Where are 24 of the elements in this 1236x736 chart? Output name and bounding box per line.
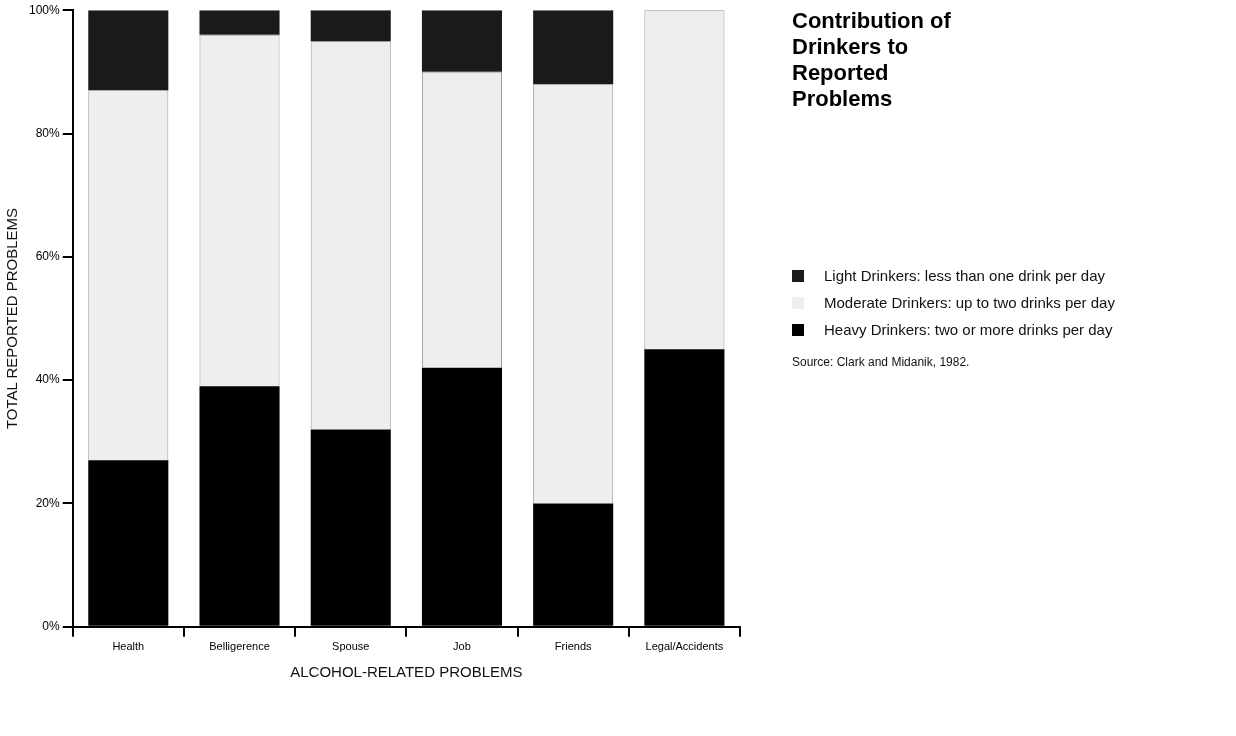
bar: [533, 10, 614, 85]
y-tick-label: 80%: [35, 125, 61, 140]
x-axis-title: ALCOHOL-RELATED PROBLEMS: [290, 663, 523, 681]
x-tick-label: Belligerence: [209, 640, 270, 653]
bar: [199, 10, 280, 35]
legend-label: Heavy Drinkers: two or more drinks per day: [824, 321, 1113, 338]
source-note: Source: Clark and Midanik, 1982.: [792, 355, 971, 369]
text: Contribution of Drinkers to Reported Problems: [792, 8, 952, 112]
bar: [421, 10, 502, 72]
x-tick-label: Spouse: [332, 640, 370, 653]
x-tick-label: Health: [112, 640, 145, 653]
y-axis-title: TOTAL REPORTED PROBLEMS: [3, 207, 21, 430]
y-tick-label: 100%: [28, 2, 61, 17]
bar: [310, 10, 391, 42]
x-tick-label: Friends: [554, 640, 593, 653]
x-tick-label: Legal/Accidents: [645, 640, 724, 653]
y-tick-label: 60%: [35, 249, 61, 264]
y-tick-label: 0%: [42, 619, 61, 634]
legend-label: Light Drinkers: less than one drink per day: [824, 267, 1105, 284]
bar: [88, 10, 169, 91]
legend-label: Moderate Drinkers: up to two drinks per day: [824, 294, 1115, 311]
y-tick-label: 20%: [35, 495, 61, 510]
y-tick-label: 40%: [35, 372, 61, 387]
x-tick-label: Job: [453, 640, 471, 653]
